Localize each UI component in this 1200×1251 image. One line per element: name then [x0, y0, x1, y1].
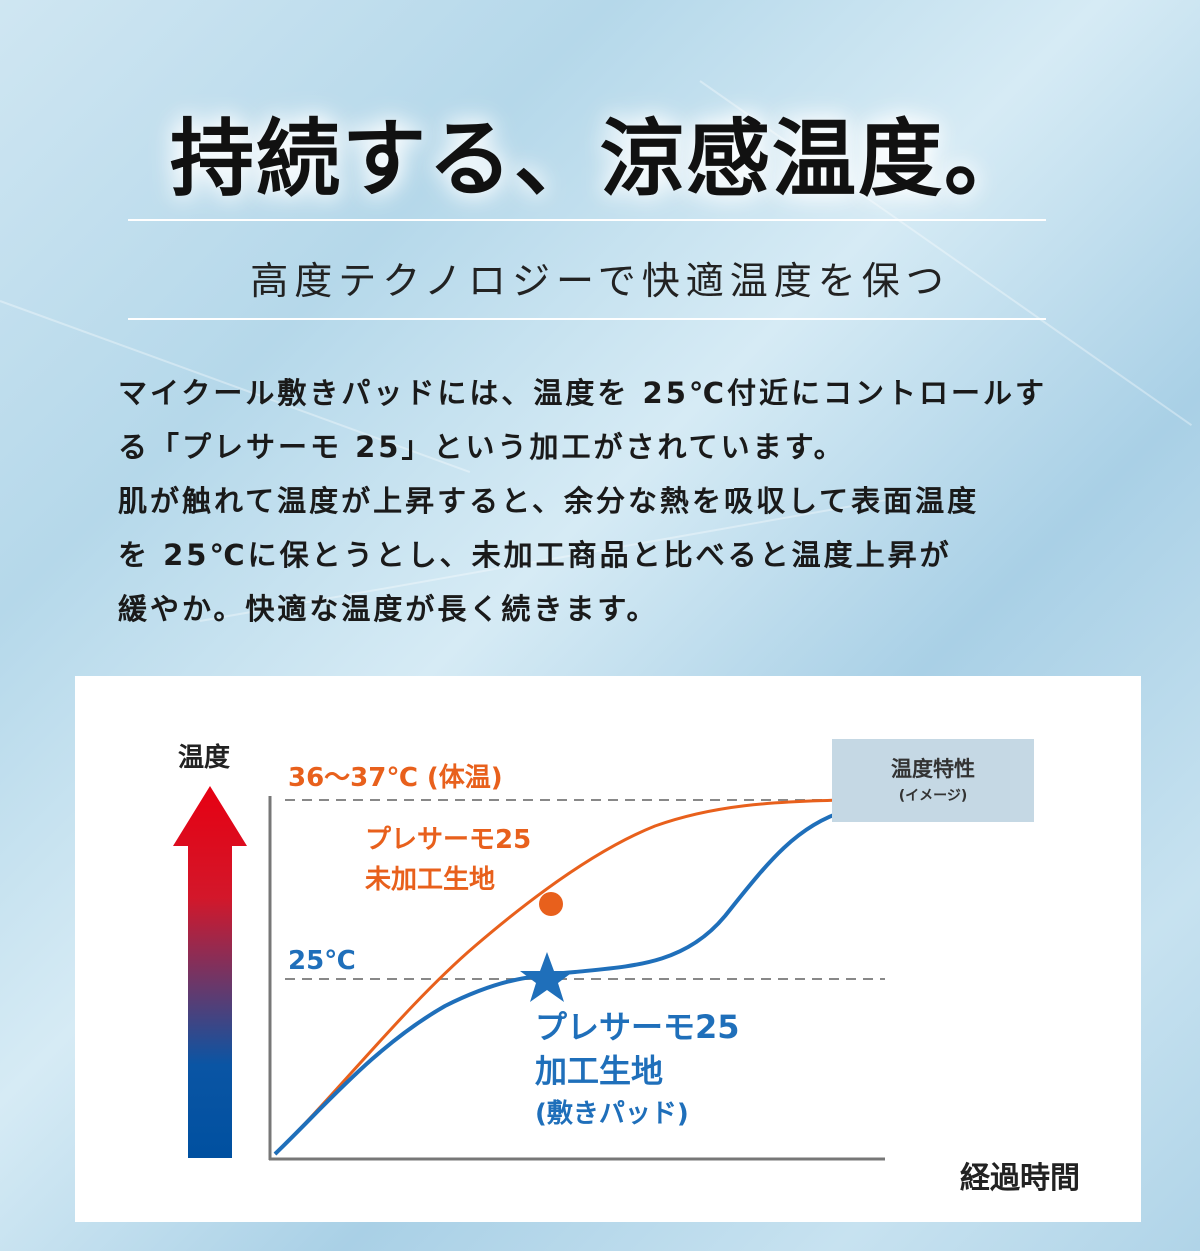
legend-title: 温度特性 [891, 757, 975, 781]
star-icon [520, 952, 574, 1002]
page-title: 持続する、涼感温度。 [169, 109, 1030, 208]
description-line: 緩やか。快適な温度が長く続きます。 [118, 592, 659, 626]
description-line: 肌が触れて温度が上昇すると、余分な熱を吸収して表面温度 [118, 484, 980, 518]
x-axis-label: 経過時間 [960, 1161, 1080, 1196]
legend-note: (イメージ) [899, 788, 968, 804]
series-treated-label: (敷きパッド) [535, 1098, 689, 1129]
temperature-arrow-icon [173, 786, 247, 1158]
series-untreated-label: プレサーモ25 [365, 825, 531, 855]
description-line: マイクール敷きパッドには、温度を 25℃付近にコントロールす [118, 376, 1047, 410]
series-treated-label: プレサーモ25 [535, 1008, 740, 1046]
temperature-chart: 温度 36〜37℃ (体温) 25℃ プレサーモ25 未加工生地 プレサーモ25… [173, 739, 1080, 1196]
divider [128, 219, 1046, 221]
series-treated-label: 加工生地 [535, 1052, 663, 1090]
y-axis-label: 温度 [178, 742, 230, 773]
subtitle: 高度テクノロジーで快適温度を保つ [250, 259, 950, 303]
temperature-chart-card: 温度 36〜37℃ (体温) 25℃ プレサーモ25 未加工生地 プレサーモ25… [75, 676, 1141, 1222]
series-untreated-marker [539, 892, 563, 916]
reference-label-25c: 25℃ [288, 946, 356, 976]
series-untreated-line [273, 798, 841, 1156]
description-line: を 25℃に保とうとし、未加工商品と比べると温度上昇が [118, 538, 952, 572]
reference-label-body-temp: 36〜37℃ (体温) [288, 763, 503, 793]
legend-box [832, 739, 1034, 822]
description-line: る「プレサーモ 25」という加工がされています。 [118, 430, 846, 464]
divider [128, 318, 1046, 320]
description: マイクール敷きパッドには、温度を 25℃付近にコントロールす る「プレサーモ 2… [118, 366, 1047, 636]
series-treated-line [273, 809, 846, 1156]
series-untreated-label: 未加工生地 [365, 865, 495, 895]
